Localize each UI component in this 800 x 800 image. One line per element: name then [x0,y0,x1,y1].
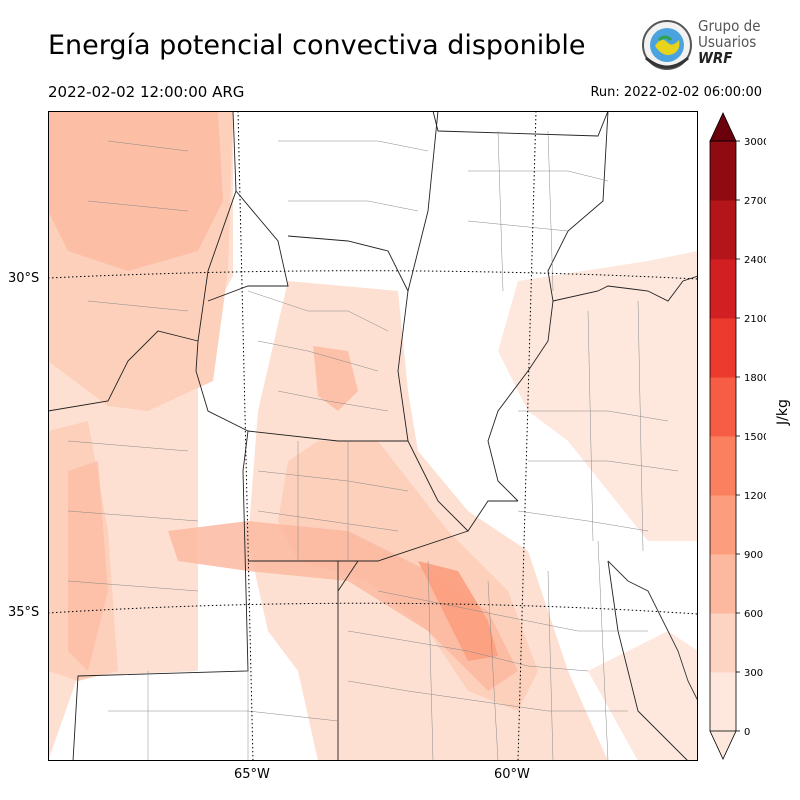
graticule [48,111,698,761]
colorbar-tick-label: 3000 [744,137,766,148]
colorbar-bin [710,259,736,319]
run-time: Run: 2022-02-02 06:00:00 [590,85,762,100]
colorbar-tick-label: 900 [744,550,763,561]
colorbar-bin [710,554,736,614]
coastline [607,560,698,702]
logo-text: Grupo de Usuarios WRF [698,18,761,66]
wrf-logo [640,16,760,74]
colorbar-tick-label: 2700 [744,196,766,207]
colorbar-bin [710,318,736,378]
lat-label-30s: 30°S [8,271,40,286]
colorbar-bin [710,141,736,201]
colorbar-tick-label: 0 [744,727,750,738]
colorbar-tick-label: 1500 [744,432,766,443]
colorbar-tick-label: 300 [744,668,763,679]
district-lines [67,130,679,761]
colorbar-bin [710,613,736,673]
colorbar-tick-label: 1200 [744,491,766,502]
logo-emblem-icon [642,20,692,70]
colorbar-bin [710,200,736,260]
lat-label-35s: 35°S [8,605,40,620]
lon-label-65w: 65°W [234,767,270,782]
cape-map [48,111,698,761]
cape-shading [48,111,698,761]
colorbar-svg: 0 300 600 900 1200 1500 1800 2100 2400 2700 3000 [709,112,769,760]
colorbar-bin [710,436,736,496]
colorbar-tick-label: 2100 [744,314,766,325]
map-frame [48,111,698,761]
logo-line1: Grupo de [698,17,761,35]
logo-line2: Usuarios [698,33,757,51]
colorbar-bin [710,495,736,555]
colorbar-tick-label: 1800 [744,373,766,384]
logo-line3: WRF [698,49,733,67]
colorbar-extend-low [709,730,737,760]
valid-time: 2022-02-02 12:00:00 ARG [48,83,245,101]
chart-title: Energía potencial convectiva disponible [48,30,586,61]
colorbar-tick-label: 600 [744,609,763,620]
map-canvas [48,111,698,761]
colorbar: 0 300 600 900 1200 1500 1800 2100 2400 2700 3000 [706,111,769,761]
colorbar-unit-label: J/kg [775,399,791,425]
colorbar-extend-high [709,112,737,142]
colorbar-bin [710,672,736,732]
lon-label-60w: 60°W [494,767,530,782]
colorbar-bin [710,377,736,437]
colorbar-tick-label: 2400 [744,255,766,266]
province-borders [48,111,698,761]
